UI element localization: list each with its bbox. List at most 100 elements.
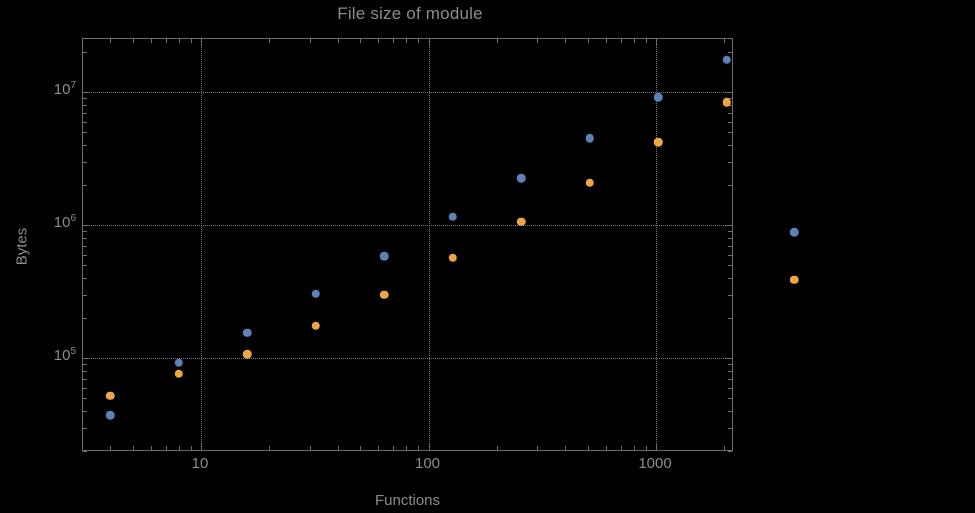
gridline-horizontal: [83, 92, 732, 93]
data-point[interactable]: [174, 369, 184, 379]
axis-tick: [728, 231, 732, 233]
axis-tick: [83, 184, 87, 186]
gridline-vertical: [656, 39, 657, 450]
axis-tick: [728, 121, 732, 123]
axis-tick: [725, 225, 732, 226]
axis-tick: [83, 161, 87, 163]
gridline-vertical: [428, 39, 430, 450]
axis-tick: [83, 121, 87, 123]
axis-tick: [645, 39, 647, 43]
axis-tick: [83, 450, 87, 452]
data-point[interactable]: [585, 178, 595, 187]
data-point[interactable]: [106, 391, 115, 401]
axis-tick: [656, 39, 657, 46]
plot-area: [82, 38, 733, 452]
axis-tick: [269, 446, 271, 450]
y-tick-label: 106: [53, 213, 76, 231]
data-point[interactable]: [243, 328, 252, 337]
axis-tick: [83, 358, 90, 359]
axis-tick: [724, 446, 726, 450]
data-point[interactable]: [448, 253, 458, 263]
data-point[interactable]: [448, 212, 458, 222]
axis-tick: [83, 112, 87, 114]
data-point[interactable]: [654, 93, 663, 102]
axis-tick: [725, 92, 732, 93]
axis-tick: [728, 132, 732, 134]
data-point[interactable]: [243, 349, 252, 359]
axis-tick: [728, 265, 732, 267]
axis-tick: [378, 39, 380, 43]
data-point[interactable]: [790, 275, 799, 285]
data-point[interactable]: [654, 137, 663, 147]
axis-tick: [190, 446, 192, 450]
axis-tick: [418, 39, 420, 43]
data-point[interactable]: [380, 252, 389, 261]
page-title: File size of module: [337, 4, 483, 23]
data-point[interactable]: [106, 411, 115, 420]
axis-tick: [728, 277, 732, 279]
axis-tick: [728, 450, 732, 452]
axis-tick: [83, 370, 87, 372]
axis-tick: [728, 398, 732, 400]
axis-tick: [728, 245, 732, 247]
axis-tick: [728, 51, 732, 53]
data-point[interactable]: [585, 133, 595, 143]
axis-tick: [83, 51, 87, 53]
axis-tick: [83, 294, 87, 296]
axis-tick: [83, 387, 87, 389]
data-point[interactable]: [311, 321, 321, 330]
axis-tick: [83, 378, 87, 380]
axis-tick: [728, 427, 732, 429]
axis-tick: [406, 39, 408, 43]
axis-tick: [418, 446, 420, 450]
axis-tick: [633, 39, 635, 43]
axis-tick: [728, 294, 732, 296]
data-point[interactable]: [380, 290, 389, 299]
axis-tick: [110, 39, 112, 43]
axis-tick: [83, 398, 87, 400]
data-point[interactable]: [517, 217, 526, 226]
axis-tick: [565, 446, 567, 450]
axis-tick: [633, 446, 635, 450]
axis-tick: [309, 39, 311, 43]
axis-tick: [83, 254, 87, 256]
axis-tick: [428, 39, 430, 46]
axis-tick: [360, 39, 362, 43]
axis-tick: [83, 245, 87, 247]
y-tick-label: 105: [53, 346, 76, 364]
data-point[interactable]: [174, 358, 184, 368]
axis-tick: [728, 364, 732, 366]
axis-tick: [725, 358, 732, 359]
axis-tick: [150, 39, 152, 43]
axis-tick: [728, 144, 732, 146]
data-point[interactable]: [517, 173, 526, 183]
axis-tick: [83, 410, 87, 412]
axis-tick: [728, 370, 732, 372]
axis-tick: [620, 39, 622, 43]
axis-tick: [83, 98, 87, 100]
data-point[interactable]: [722, 97, 732, 107]
axis-tick: [150, 446, 152, 450]
y-tick-label: 107: [53, 80, 76, 98]
axis-tick: [656, 443, 657, 450]
axis-tick: [728, 161, 732, 163]
x-axis-label: Functions: [374, 492, 441, 509]
axis-tick: [132, 39, 134, 43]
gridline-horizontal: [83, 225, 732, 226]
axis-tick: [83, 104, 87, 106]
data-point[interactable]: [790, 227, 799, 237]
axis-tick: [728, 112, 732, 114]
axis-tick: [428, 443, 430, 450]
axis-tick: [83, 132, 87, 134]
axis-tick: [728, 410, 732, 412]
data-point[interactable]: [722, 55, 732, 64]
x-tick-label: 100: [414, 455, 441, 472]
axis-tick: [587, 39, 589, 43]
data-point[interactable]: [311, 289, 321, 298]
axis-tick: [605, 446, 607, 450]
axis-tick: [201, 39, 202, 46]
axis-tick: [337, 39, 339, 43]
axis-tick: [309, 446, 311, 450]
